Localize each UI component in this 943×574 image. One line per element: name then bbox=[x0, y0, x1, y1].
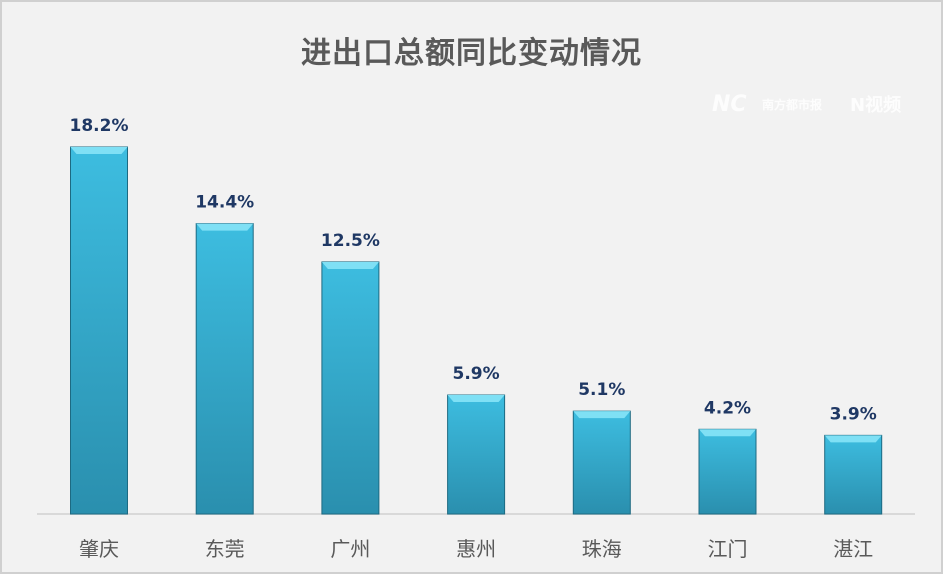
watermark-logo: NC bbox=[712, 92, 747, 117]
bar bbox=[447, 394, 506, 515]
bar bbox=[824, 434, 883, 515]
chart-title: 进出口总额同比变动情况 bbox=[301, 36, 642, 71]
category-label: 惠州 bbox=[456, 537, 496, 561]
category-label: 珠海 bbox=[582, 537, 622, 561]
bar bbox=[698, 428, 757, 515]
bar bbox=[572, 410, 631, 515]
category-label: 东莞 bbox=[205, 537, 245, 561]
bar-bevel bbox=[824, 435, 882, 443]
bar bbox=[70, 146, 128, 515]
data-label: 5.1% bbox=[578, 380, 625, 400]
data-label: 5.9% bbox=[453, 364, 500, 384]
data-label: 18.2% bbox=[70, 116, 129, 136]
watermark-brand2: N视频 bbox=[850, 95, 902, 116]
bar-bevel bbox=[699, 429, 756, 437]
data-label: 3.9% bbox=[830, 404, 877, 424]
bar bbox=[195, 223, 254, 515]
data-label: 14.4% bbox=[195, 193, 254, 213]
category-label: 湛江 bbox=[833, 537, 873, 561]
category-label: 广州 bbox=[330, 537, 370, 561]
data-label: 12.5% bbox=[321, 231, 380, 251]
bar-bevel bbox=[196, 223, 254, 231]
bar bbox=[321, 261, 380, 515]
bar-bevel bbox=[70, 147, 128, 154]
bar-bevel bbox=[447, 395, 505, 403]
category-label: 江门 bbox=[708, 537, 748, 561]
category-label: 肇庆 bbox=[79, 537, 119, 561]
bar-bevel bbox=[573, 411, 631, 419]
data-label: 4.2% bbox=[704, 398, 751, 418]
bar-bevel bbox=[321, 261, 379, 269]
watermark-brand1: 南方都市报 bbox=[762, 98, 823, 112]
